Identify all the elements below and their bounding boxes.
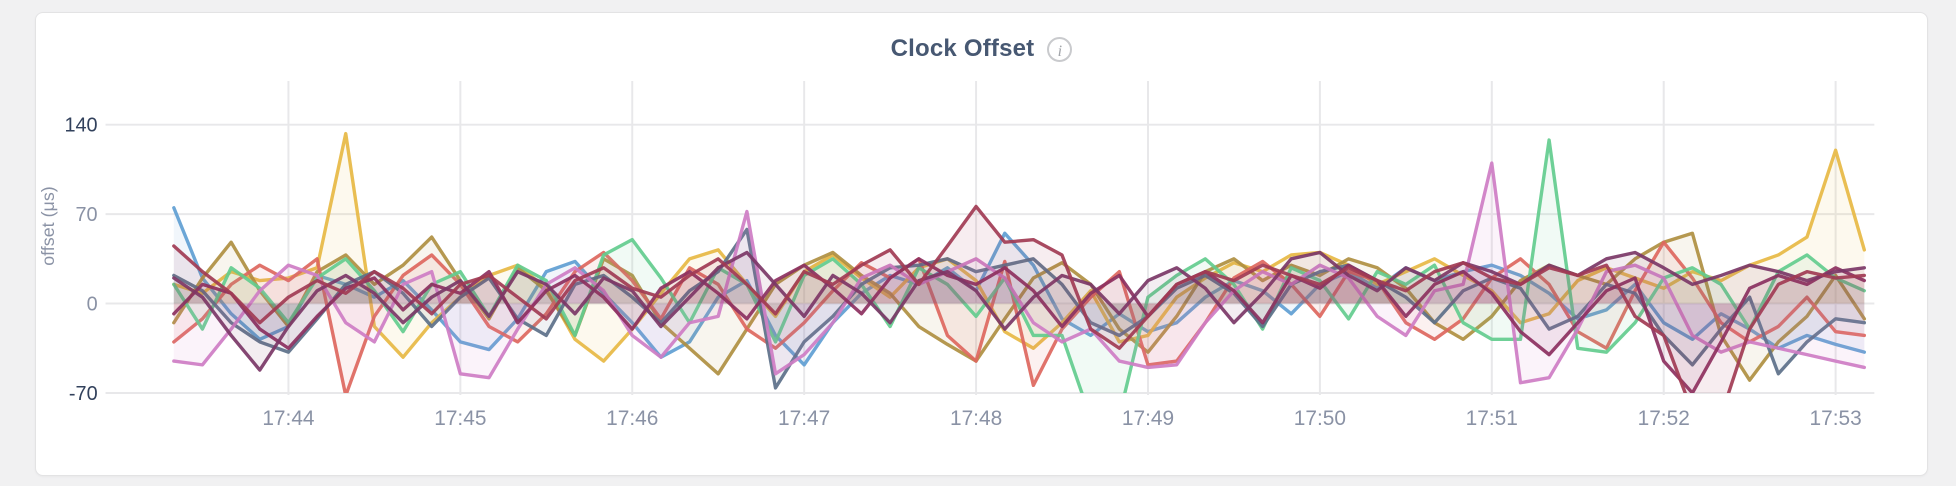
series-line-s8-berry [172, 257, 1866, 393]
y-tick-label: 0 [87, 294, 98, 316]
x-tick-label: 17:50 [1294, 407, 1346, 430]
x-tick-label: 17:51 [1466, 407, 1518, 430]
y-tick-label: -70 [69, 383, 98, 405]
y-axis-label: offset (μs) [38, 186, 58, 266]
series-line-s10-maroon [172, 204, 1866, 393]
chart-title: Clock Offset [890, 35, 1035, 62]
series-area-s2-gold [173, 133, 1865, 362]
x-tick-label: 17:52 [1638, 407, 1690, 430]
x-tick-label: 17:53 [1810, 407, 1862, 430]
x-tick-label: 17:48 [950, 407, 1002, 430]
series-group [172, 131, 1866, 393]
series-line-s5-green [172, 138, 1866, 393]
chart-card: Clock Offset i 140 70 0 -70 17:44 17:45 17:46 1… [35, 12, 1928, 476]
x-tick-label: 17:44 [262, 407, 314, 430]
chart-header: Clock Offset i [36, 13, 1927, 66]
chart-plot-area[interactable]: 140 70 0 -70 17:44 17:45 17:46 17:47 17:48 17:49 1… [36, 75, 1929, 441]
x-tick-label: 17:45 [434, 407, 486, 430]
info-icon[interactable]: i [1047, 36, 1073, 62]
series-line-s6-slate [172, 227, 1866, 390]
x-tick-label: 17:49 [1122, 407, 1174, 430]
clock-offset-chart[interactable]: 140 70 0 -70 17:44 17:45 17:46 17:47 17:48 17:49 1… [36, 75, 1929, 455]
series-area-s1-blue [173, 207, 1865, 365]
series-line-s4-salmon [172, 240, 1866, 393]
series-area-s10-maroon [173, 206, 1865, 393]
y-tick-label: 70 [76, 204, 98, 226]
x-tick-label: 17:47 [778, 407, 830, 430]
x-tick-label: 17:46 [606, 407, 658, 430]
y-tick-label: 140 [64, 115, 97, 137]
